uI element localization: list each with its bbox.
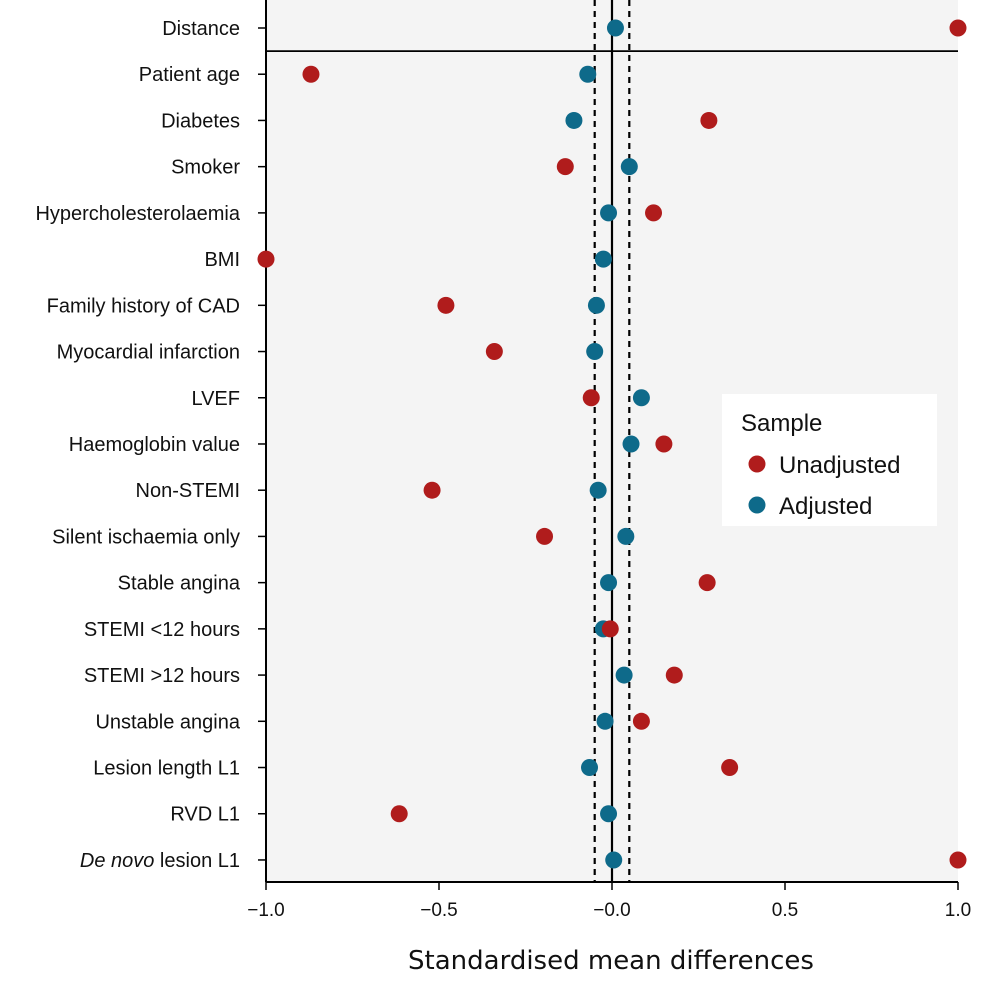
legend-title: Sample xyxy=(741,410,822,437)
category-label-part: STEMI >12 hours xyxy=(84,665,240,687)
category-label-part: lesion L1 xyxy=(154,850,240,872)
unadjusted-point xyxy=(632,712,650,730)
unadjusted-point xyxy=(536,527,554,545)
category-label: Family history of CAD xyxy=(47,295,240,317)
unadjusted-point xyxy=(485,343,503,361)
adjusted-point xyxy=(605,851,623,869)
adjusted-point xyxy=(565,111,583,129)
category-label: Patient age xyxy=(139,64,240,86)
adjusted-point xyxy=(600,204,618,222)
category-label: Non-STEMI xyxy=(136,480,240,502)
category-label: Lesion length L1 xyxy=(93,758,240,780)
data-points xyxy=(257,19,967,869)
category-label: Diabetes xyxy=(161,110,240,132)
category-label: LVEF xyxy=(191,388,240,410)
adjusted-point xyxy=(617,527,635,545)
legend-marker xyxy=(748,455,766,473)
category-label: STEMI >12 hours xyxy=(84,665,240,687)
unadjusted-point xyxy=(949,851,967,869)
category-label-part: Haemoglobin value xyxy=(69,434,240,456)
category-label-part: Silent ischaemia only xyxy=(52,526,240,548)
category-label-part: Diabetes xyxy=(161,110,240,132)
adjusted-point xyxy=(581,759,599,777)
legend: Sample Unadjusted Adjusted xyxy=(722,394,937,526)
adjusted-point xyxy=(600,805,618,823)
category-label: Haemoglobin value xyxy=(69,434,240,456)
adjusted-point xyxy=(632,389,650,407)
category-label-part: Distance xyxy=(162,18,240,40)
category-label: Silent ischaemia only xyxy=(52,526,240,548)
unadjusted-point xyxy=(556,158,574,176)
adjusted-point xyxy=(587,296,605,314)
adjusted-point xyxy=(586,343,604,361)
adjusted-point xyxy=(596,712,614,730)
unadjusted-point xyxy=(390,805,408,823)
category-label: BMI xyxy=(204,249,240,271)
category-label-part: Unstable angina xyxy=(95,711,240,733)
adjusted-point xyxy=(615,666,633,684)
category-label-part: Family history of CAD xyxy=(47,295,240,317)
category-label: RVD L1 xyxy=(170,804,240,826)
x-tick-label: −0.5 xyxy=(420,900,458,921)
category-label-part: Myocardial infarction xyxy=(57,342,240,364)
category-label: Smoker xyxy=(171,157,240,179)
x-tick-label: −1.0 xyxy=(247,900,285,921)
category-label: Distance xyxy=(162,18,240,40)
x-axis-title: Standardised mean differences xyxy=(408,946,814,976)
adjusted-point xyxy=(600,574,618,592)
unadjusted-point xyxy=(257,250,275,268)
category-label: STEMI <12 hours xyxy=(84,619,240,641)
unadjusted-point xyxy=(700,111,718,129)
y-axis: Distance Patient age Diabetes Smoker Hyperch… xyxy=(35,0,267,882)
unadjusted-point xyxy=(582,389,600,407)
adjusted-point xyxy=(606,19,624,37)
adjusted-point xyxy=(622,435,640,453)
unadjusted-point xyxy=(423,481,441,499)
unadjusted-point xyxy=(721,759,739,777)
x-tick-label: 1.0 xyxy=(945,900,971,921)
unadjusted-point xyxy=(949,19,967,37)
x-axis: −1.0 −0.5 −0.0 0.5 1.0 xyxy=(247,881,971,921)
unadjusted-point xyxy=(645,204,663,222)
unadjusted-point xyxy=(655,435,673,453)
category-label-part: STEMI <12 hours xyxy=(84,619,240,641)
unadjusted-point xyxy=(437,296,455,314)
category-label-part: Hypercholesterolaemia xyxy=(35,203,240,225)
adjusted-point xyxy=(589,481,607,499)
unadjusted-point xyxy=(665,666,683,684)
legend-label: Adjusted xyxy=(779,493,872,520)
category-label-part: BMI xyxy=(204,249,240,271)
x-tick-label: 0.5 xyxy=(772,900,798,921)
adjusted-point xyxy=(594,250,612,268)
unadjusted-point xyxy=(302,65,320,83)
x-tick-label: −0.0 xyxy=(593,900,631,921)
adjusted-point xyxy=(579,65,597,83)
category-label-part: RVD L1 xyxy=(170,804,240,826)
category-label: Stable angina xyxy=(118,573,241,595)
category-label: Unstable angina xyxy=(95,711,240,733)
category-label-part: LVEF xyxy=(191,388,240,410)
category-label-part: Stable angina xyxy=(118,573,241,595)
category-label-part: Smoker xyxy=(171,157,240,179)
category-label: De novo lesion L1 xyxy=(80,850,240,872)
category-label: Myocardial infarction xyxy=(57,342,240,364)
category-label: Hypercholesterolaemia xyxy=(35,203,240,225)
category-label-part: Patient age xyxy=(139,64,240,86)
category-label-italic: De novo xyxy=(80,850,155,872)
unadjusted-point xyxy=(601,620,619,638)
adjusted-point xyxy=(620,158,638,176)
category-label-part: Lesion length L1 xyxy=(93,758,240,780)
unadjusted-point xyxy=(698,574,716,592)
legend-marker xyxy=(748,496,766,514)
legend-label: Unadjusted xyxy=(779,452,900,479)
category-label-part: Non-STEMI xyxy=(136,480,240,502)
